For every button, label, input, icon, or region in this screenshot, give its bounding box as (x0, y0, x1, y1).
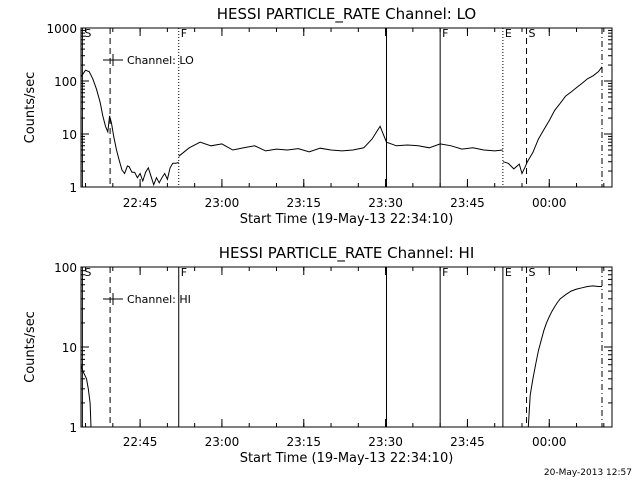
x-tick-label: 23:15 (286, 435, 321, 449)
chart-title: HESSI PARTICLE_RATE Channel: LO (217, 5, 476, 24)
y-tick-label: 100 (54, 75, 77, 89)
x-tick-label: 23:00 (205, 196, 240, 210)
y-tick-label: 10 (62, 128, 77, 142)
x-tick-label: 22:45 (123, 435, 158, 449)
event-marker-label: E (505, 266, 512, 279)
y-tick-label: 1000 (46, 22, 77, 36)
legend-label: Channel: LO (127, 54, 194, 67)
data-series-line (502, 66, 603, 175)
x-axis-label: Start Time (19-May-13 22:34:10) (240, 451, 454, 466)
event-marker-label: S (529, 27, 536, 40)
y-axis-label: Counts/sec (23, 72, 38, 144)
event-marker-label: F (442, 266, 448, 279)
event-marker-label: F (181, 266, 187, 279)
legend-label: Channel: HI (127, 293, 191, 306)
plot-frame (80, 266, 613, 428)
lo-channel-panel: HESSI PARTICLE_RATE Channel: LO 1 10 100 100… (23, 5, 613, 227)
y-tick-label: 100 (54, 261, 77, 275)
x-tick-label: 23:45 (450, 196, 485, 210)
x-tick-label: 23:30 (368, 435, 403, 449)
x-tick-label: 00:00 (532, 196, 567, 210)
event-marker-label: F (181, 27, 187, 40)
event-marker-label: S (84, 266, 91, 279)
x-tick-label: 22:45 (123, 196, 158, 210)
event-marker-label: F (442, 27, 448, 40)
x-axis-label: Start Time (19-May-13 22:34:10) (240, 212, 454, 227)
event-marker-label: S (84, 27, 91, 40)
event-marker-label: S (529, 266, 536, 279)
chart-title: HESSI PARTICLE_RATE Channel: HI (219, 244, 475, 263)
data-series-line (527, 285, 602, 428)
data-series-line (80, 69, 179, 187)
hi-channel-panel: HESSI PARTICLE_RATE Channel: HI 1 10 100 22:… (23, 244, 613, 466)
x-tick-label: 00:00 (532, 435, 567, 449)
x-tick-label: 23:30 (368, 196, 403, 210)
x-tick-label: 23:45 (450, 435, 485, 449)
x-tick-label: 23:00 (205, 435, 240, 449)
data-series-line (80, 364, 92, 428)
plot-frame (80, 27, 613, 188)
y-tick-label: 1 (69, 421, 77, 435)
event-marker-label: E (505, 27, 512, 40)
generation-timestamp: 20-May-2013 12:57 (543, 468, 632, 478)
y-tick-label: 1 (69, 181, 77, 195)
data-series-line (178, 125, 503, 157)
x-tick-label: 23:15 (286, 196, 321, 210)
y-axis-label: Counts/sec (23, 311, 38, 383)
y-tick-label: 10 (62, 341, 77, 355)
